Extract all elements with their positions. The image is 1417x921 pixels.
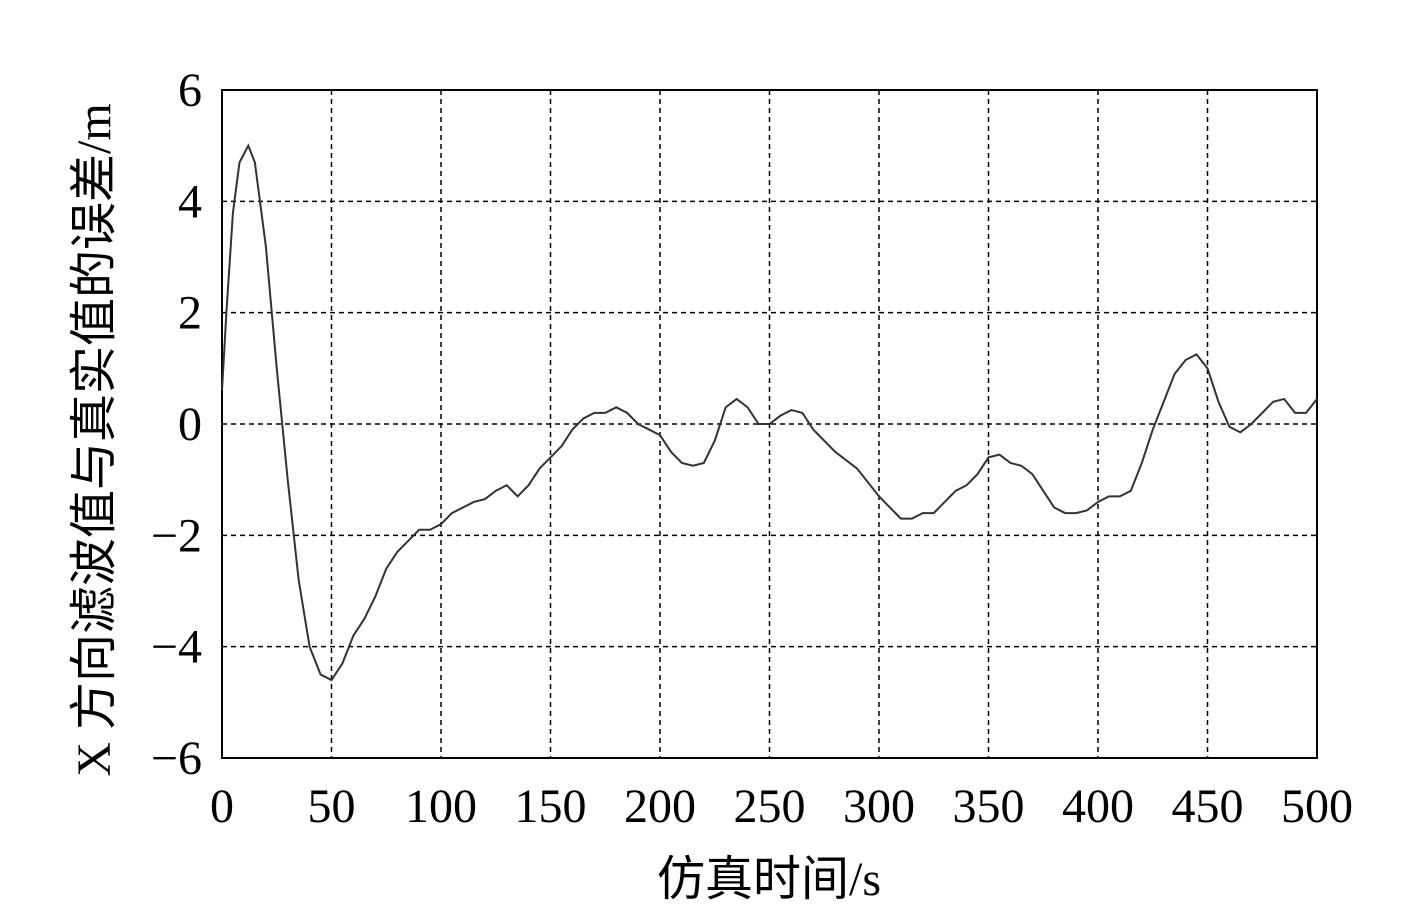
y-tick-label: −4 (151, 621, 202, 674)
y-tick-label: 6 (178, 64, 202, 117)
x-tick-label: 150 (515, 780, 587, 833)
y-tick-label: −2 (151, 509, 202, 562)
x-tick-label: 400 (1062, 780, 1134, 833)
x-tick-label: 50 (308, 780, 356, 833)
x-tick-label: 100 (405, 780, 477, 833)
x-tick-label: 350 (953, 780, 1025, 833)
y-tick-label: 0 (178, 398, 202, 451)
plot-frame (221, 89, 1318, 759)
x-axis-title: 仿真时间/s (657, 853, 881, 906)
x-tick-label: 300 (843, 780, 915, 833)
x-tick-label: 250 (734, 780, 806, 833)
y-axis-title: X 方向滤波值与真实值的误差/m (68, 103, 121, 776)
x-tick-label: 500 (1281, 780, 1353, 833)
y-tick-label: −6 (151, 732, 202, 785)
y-tick-label: 4 (178, 175, 202, 228)
y-tick-label: 2 (178, 287, 202, 340)
x-tick-label: 0 (210, 780, 234, 833)
x-tick-label: 450 (1172, 780, 1244, 833)
data-line (221, 143, 1318, 682)
x-tick-label: 200 (624, 780, 696, 833)
